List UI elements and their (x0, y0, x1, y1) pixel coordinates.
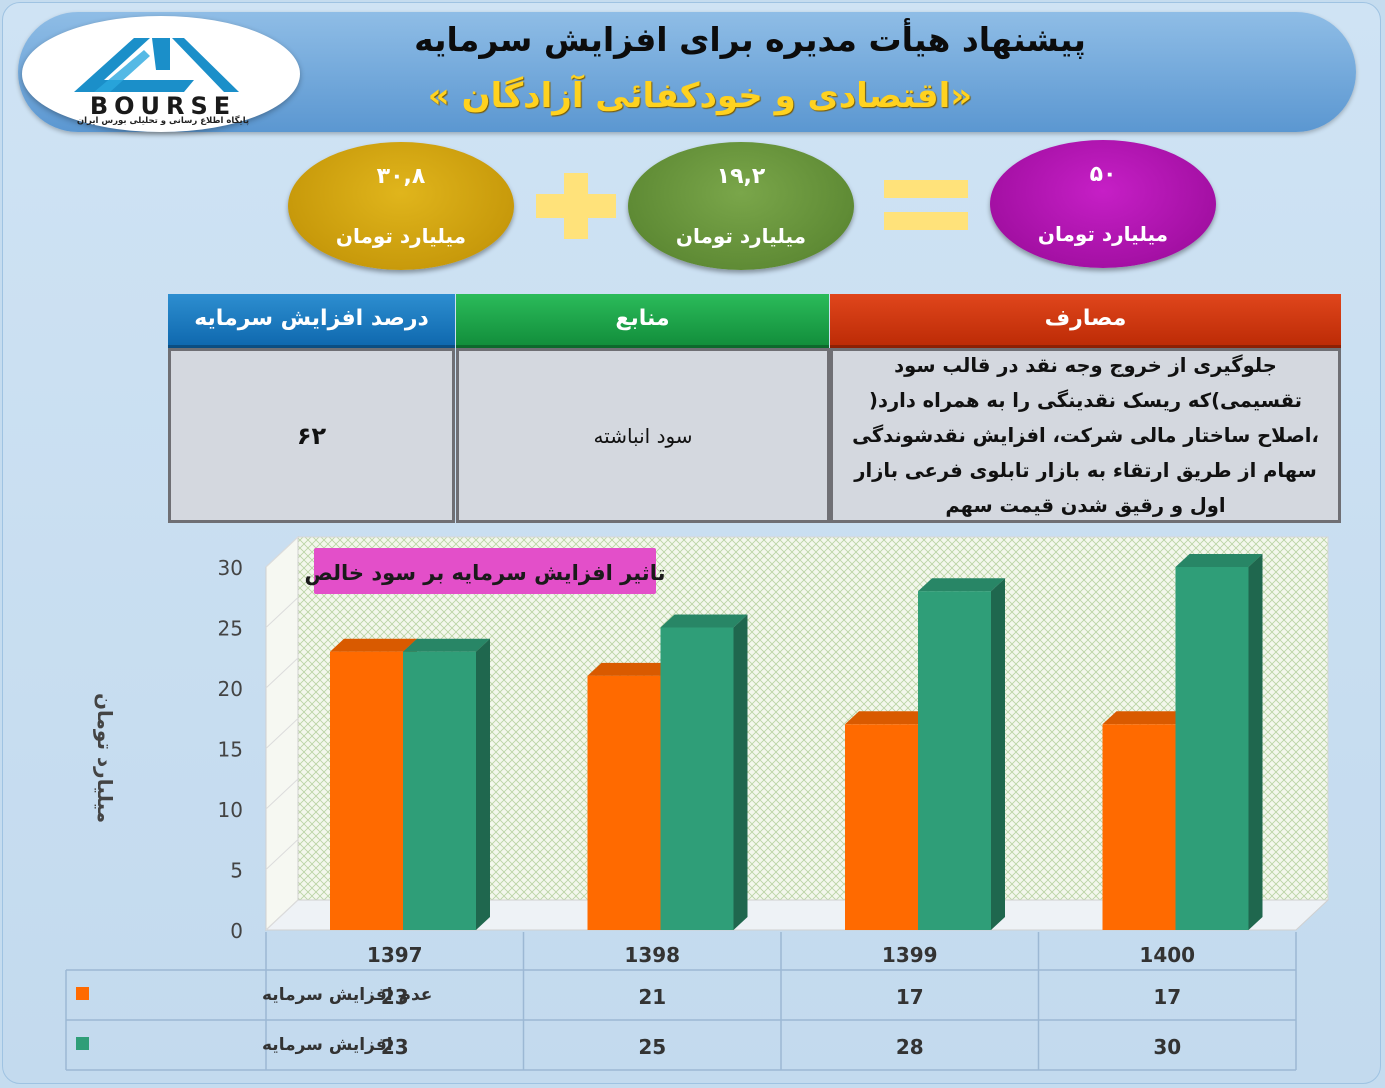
bar-top-1400-1 (1175, 554, 1263, 567)
x-tick-label: 1398 (624, 943, 680, 967)
oval-unit: میلیارد تومان (335, 224, 467, 248)
bar-1400-0 (1102, 724, 1176, 930)
bar-top-1397-0 (330, 638, 417, 652)
y-gridline (265, 718, 299, 749)
legend-swatch (76, 987, 89, 1000)
legend-swatch (76, 1037, 89, 1050)
cell-sources: سود انباشته (456, 348, 830, 523)
x-tick-label: 1400 (1139, 943, 1195, 967)
y-gridline (265, 657, 299, 689)
equals-icon (884, 180, 968, 230)
y-gridline (265, 839, 299, 870)
bar-1399-0 (845, 724, 918, 930)
oval-value: ۳۰,۸ (376, 164, 426, 189)
bar-top-1399-1 (918, 578, 1005, 592)
data-label: 23 (381, 1035, 409, 1059)
oval-unit: میلیارد تومان (1037, 222, 1169, 246)
logo (22, 16, 300, 132)
y-tick-label: 25 (218, 617, 243, 641)
y-tick-label: 0 (230, 919, 243, 943)
y-axis-label: میلیارد تومان (93, 693, 117, 823)
bar-top-1398-1 (660, 614, 748, 628)
data-label: 17 (1153, 985, 1181, 1009)
header-costs: مصارف (830, 294, 1341, 348)
data-label: 17 (896, 985, 924, 1009)
plus-icon (536, 173, 616, 239)
bar-side-1397-1 (476, 638, 490, 930)
chart-title-box (314, 548, 656, 594)
oval-unit: میلیارد تومان (675, 224, 807, 248)
data-label: 23 (381, 985, 409, 1009)
y-gridline (265, 899, 299, 931)
header-percent-increase: درصد افزایش سرمایه (168, 294, 455, 348)
x-tick-label: 1397 (367, 943, 423, 967)
oval-value: ۵۰ (1089, 162, 1117, 187)
cell-percent-increase: ۶۲ (168, 348, 455, 523)
y-tick-label: 20 (218, 677, 243, 701)
y-gridline (265, 597, 299, 628)
y-tick-label: 15 (218, 738, 243, 762)
data-label: 25 (638, 1035, 666, 1059)
bar-1400-1 (1175, 567, 1249, 930)
bar-side-1399-1 (991, 578, 1005, 930)
logo-icon (74, 38, 239, 92)
bar-side-1398-1 (733, 614, 748, 930)
logo-wordmark: BOURSE (89, 92, 237, 120)
bar-top-1397-1 (403, 638, 490, 652)
total-increase-oval: ۵۰ میلیارد تومان (990, 140, 1216, 268)
y-tick-label: 10 (218, 798, 243, 822)
company-name: «اقتصادی و خودکفائی آزادگان » (427, 76, 973, 116)
legend-label: افزایش سرمایه (262, 1035, 393, 1055)
bar-1397-0 (330, 651, 403, 930)
x-tick-label: 1399 (882, 943, 938, 967)
bar-1399-1 (918, 591, 991, 930)
bar-1397-1 (403, 651, 476, 930)
oval-value: ۱۹,۲ (716, 164, 766, 189)
bar-top-1400-0 (1102, 711, 1190, 725)
y-gridline (265, 536, 299, 568)
data-label: 30 (1153, 1035, 1181, 1059)
header-sources: منابع (456, 294, 829, 348)
bar-top-1399-0 (845, 711, 932, 725)
logo-tagline: پایگاه اطلاع رسانی و تحلیلی بورس ایران (76, 116, 250, 126)
bar-1398-1 (660, 627, 734, 930)
y-tick-label: 5 (230, 859, 243, 883)
page-title: پیشنهاد هیأت مدیره برای افزایش سرمایه (414, 20, 1086, 59)
bar-side-1400-1 (1248, 554, 1263, 930)
legend-label: عدم افزایش سرمایه (262, 985, 432, 1005)
bar-1398-0 (587, 675, 661, 930)
second-source-oval: ۱۹,۲ میلیارد تومان (628, 142, 854, 270)
bar-top-1398-0 (587, 662, 675, 676)
accumulated-profit-oval: ۳۰,۸ میلیارد تومان (288, 142, 514, 270)
y-tick-label: 30 (218, 556, 243, 580)
cell-costs: جلوگیری از خروج وجه نقد در قالب سود تقسی… (830, 348, 1341, 523)
data-label: 28 (896, 1035, 924, 1059)
y-gridline (265, 778, 299, 810)
data-label: 21 (638, 985, 666, 1009)
chart-title: تاثیر افزایش سرمایه بر سود خالص (305, 561, 666, 585)
